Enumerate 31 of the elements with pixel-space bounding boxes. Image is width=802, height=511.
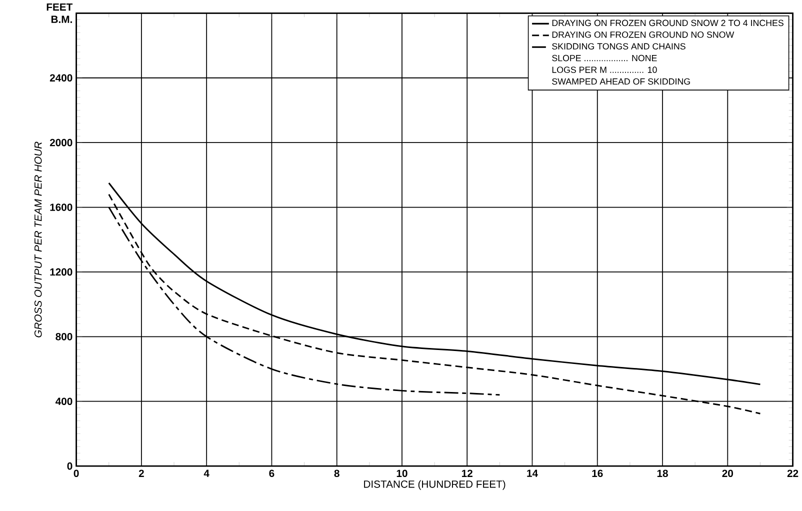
y-tick-label: 400: [56, 398, 72, 406]
x-tick-label: 20: [722, 470, 733, 478]
x-tick-label: 22: [787, 470, 798, 478]
legend-label: DRAYING ON FROZEN GROUND NO SNOW: [552, 32, 734, 38]
x-tick-label: 16: [592, 470, 603, 478]
legend-label: SKIDDING TONGS AND CHAINS: [552, 43, 686, 50]
y-tick-label: 1200: [50, 268, 72, 276]
x-tick-label: 14: [527, 470, 538, 478]
x-tick-label: 18: [657, 470, 668, 478]
x-tick-label: 12: [462, 470, 472, 478]
annotation: SWAMPED AHEAD OF SKIDDING: [552, 78, 690, 85]
y-tick-label: FEET B.M.: [46, 4, 73, 24]
y-tick-label: 800: [56, 333, 72, 341]
y-tick-label: 2000: [50, 139, 72, 146]
legend-label: DRAYING ON FROZEN GROUND SNOW 2 TO 4 INCHES: [552, 20, 784, 26]
y-axis-title: GROSS OUTPUT PER TEAM PER HOUR: [34, 142, 42, 338]
annotation: SLOPE .................. NONE: [552, 55, 657, 62]
x-axis-title: DISTANCE (HUNDRED FEET): [364, 480, 506, 490]
y-tick-label: 0: [67, 462, 72, 470]
x-tick-label: 10: [396, 470, 408, 478]
line-series: [108, 206, 500, 396]
line-series: [108, 194, 761, 415]
x-tick-label: 4: [204, 470, 210, 478]
y-tick-label: 2400: [50, 74, 72, 82]
x-tick-label: 2: [138, 470, 144, 478]
y-tick-label: 1600: [50, 204, 72, 212]
x-tick-label: 0: [74, 470, 79, 478]
x-tick-label: 6: [269, 470, 274, 478]
x-tick-label: 8: [334, 470, 340, 478]
line-series: [108, 182, 761, 386]
annotation: LOGS PER M .............. 10: [552, 66, 657, 74]
